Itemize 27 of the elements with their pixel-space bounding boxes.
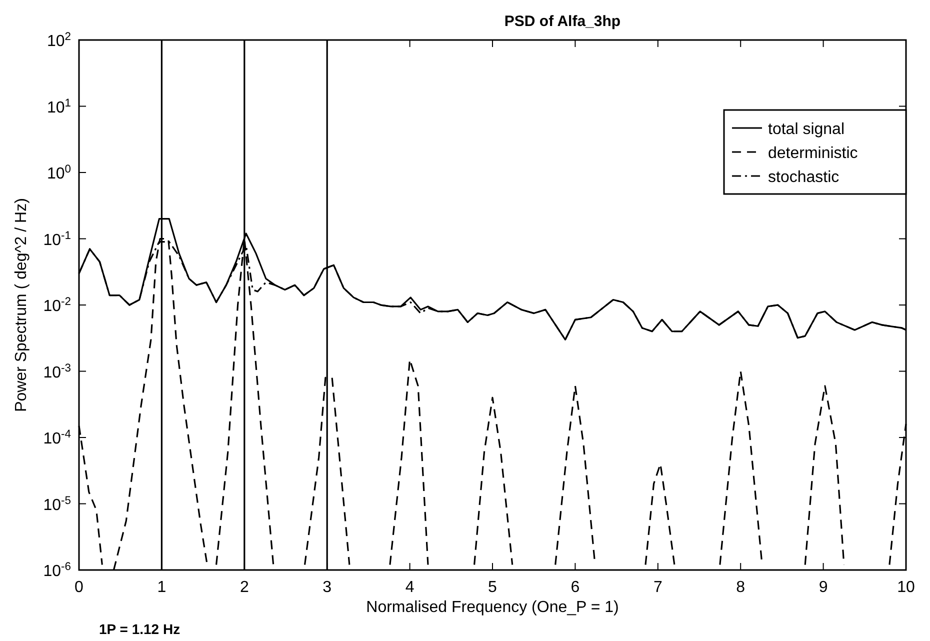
x-tick-label: 8 <box>736 579 746 596</box>
x-tick-label: 3 <box>322 579 332 596</box>
x-tick-label: 6 <box>570 579 580 596</box>
y-axis-title: Power Spectrum ( deg^2 / Hz) <box>13 198 30 412</box>
y-tick-label: 10$^{-6}$ <box>43 561 71 580</box>
x-tick-label: 7 <box>653 579 662 596</box>
x-tick-label: 5 <box>488 579 498 596</box>
y-tick-label: 10$^{2}$ <box>46 31 71 50</box>
text: 1P = 1.12 Hz <box>99 621 180 637</box>
x-tick-label: 10 <box>897 579 915 596</box>
y-tick-label: 10$^{-3}$ <box>43 362 71 382</box>
x-tick-label: 9 <box>818 579 828 596</box>
x-tick-label: 4 <box>405 579 414 596</box>
legend-label: total signal <box>768 121 844 138</box>
x-tick-label: 1 <box>157 579 166 596</box>
y-tick-label: 10$^{-4}$ <box>43 428 71 448</box>
legend-label: stochastic <box>768 169 840 186</box>
y-tick-label: 10$^{1}$ <box>46 97 71 116</box>
y-tick-label: 10$^{-5}$ <box>43 494 71 514</box>
x-tick-label: 0 <box>74 579 84 596</box>
chart-title: PSD of Alfa_3hp <box>504 13 621 30</box>
x-axis-title: Normalised Frequency (One_P = 1) <box>366 599 619 616</box>
y-tick-label: 10$^{-2}$ <box>43 296 71 315</box>
y-tick-label: 10$^{-1}$ <box>43 230 71 249</box>
y-tick-label: 10$^{0}$ <box>46 164 71 182</box>
legend-label: deterministic <box>768 145 858 162</box>
x-tick-label: 2 <box>240 579 249 596</box>
